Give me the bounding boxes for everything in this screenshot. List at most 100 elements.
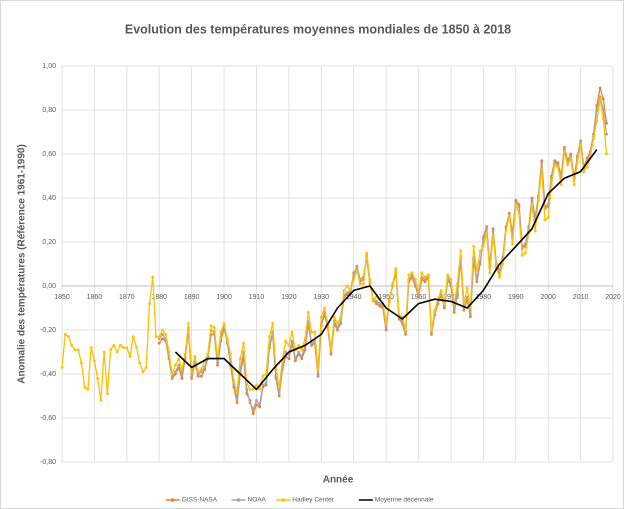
data-point xyxy=(216,363,219,367)
data-point xyxy=(196,370,200,374)
data-point xyxy=(595,119,599,123)
data-point xyxy=(569,157,573,160)
data-point xyxy=(258,405,262,409)
data-point xyxy=(232,379,236,382)
data-point xyxy=(193,355,197,358)
data-point xyxy=(345,291,349,294)
data-point xyxy=(154,335,158,338)
data-point xyxy=(478,249,482,253)
data-point xyxy=(605,132,608,136)
data-point xyxy=(258,388,262,391)
data-point xyxy=(443,304,446,308)
data-point xyxy=(579,141,582,145)
data-point xyxy=(452,308,456,312)
data-point xyxy=(488,271,492,275)
data-point xyxy=(384,328,388,332)
data-point xyxy=(485,231,488,235)
data-point xyxy=(498,275,501,279)
data-point xyxy=(167,350,171,354)
x-tick-label: 1860 xyxy=(87,294,103,301)
data-point xyxy=(533,229,537,233)
data-point xyxy=(468,306,472,310)
data-point xyxy=(251,407,255,411)
data-point xyxy=(540,168,544,171)
data-point xyxy=(485,227,488,231)
legend-label: GISS-NASA xyxy=(182,497,218,504)
data-point xyxy=(70,344,74,347)
data-point xyxy=(394,267,398,270)
data-point xyxy=(80,361,83,365)
data-point xyxy=(514,198,518,202)
data-point xyxy=(67,335,70,338)
data-point xyxy=(248,401,252,404)
data-point xyxy=(601,117,605,121)
data-point xyxy=(339,319,343,323)
data-point xyxy=(297,350,301,354)
data-point xyxy=(174,370,177,374)
data-point xyxy=(170,377,174,380)
data-point xyxy=(336,322,339,325)
data-point xyxy=(293,357,297,360)
data-point xyxy=(235,396,239,400)
data-point xyxy=(329,348,333,352)
x-tick-label: 1980 xyxy=(476,294,492,301)
data-point xyxy=(556,161,560,165)
y-tick-label: 0,80 xyxy=(42,107,56,114)
data-point xyxy=(562,150,566,154)
y-tick-label: -0,60 xyxy=(40,415,56,422)
data-point xyxy=(345,284,349,288)
data-point xyxy=(491,229,495,233)
data-point xyxy=(332,315,336,319)
data-point xyxy=(199,374,203,378)
data-point xyxy=(524,251,527,255)
data-point xyxy=(306,311,310,314)
data-point xyxy=(277,385,281,389)
data-point xyxy=(277,394,281,398)
data-point xyxy=(481,238,485,242)
data-point xyxy=(598,97,602,101)
data-point xyxy=(310,341,313,345)
data-point xyxy=(290,339,294,343)
data-point xyxy=(148,302,151,305)
data-point xyxy=(216,361,219,365)
data-point xyxy=(138,361,142,365)
data-point xyxy=(472,245,476,248)
data-point xyxy=(485,225,488,229)
data-point xyxy=(468,313,472,316)
data-point xyxy=(420,271,424,275)
data-point xyxy=(287,344,291,347)
data-point xyxy=(323,306,326,310)
data-point xyxy=(433,308,437,312)
data-point xyxy=(164,333,168,336)
data-point xyxy=(345,293,349,297)
data-point xyxy=(475,280,479,283)
data-point xyxy=(261,374,265,378)
data-point xyxy=(387,300,391,303)
data-point xyxy=(86,388,90,391)
legend-label: NOAA xyxy=(248,497,267,504)
data-point xyxy=(481,245,485,248)
data-point xyxy=(556,163,560,167)
data-point xyxy=(530,196,534,200)
data-point xyxy=(423,280,427,283)
x-tick-label: 1930 xyxy=(314,294,330,301)
x-tick-label: 1950 xyxy=(378,294,394,301)
data-point xyxy=(300,357,304,360)
data-point xyxy=(559,183,563,187)
data-point xyxy=(284,350,288,354)
legend-marker xyxy=(236,498,241,502)
data-point xyxy=(426,273,430,277)
legend-marker xyxy=(170,498,175,502)
data-point xyxy=(566,163,570,167)
data-point xyxy=(277,392,281,396)
data-point xyxy=(157,337,161,341)
data-point xyxy=(404,328,407,332)
data-point xyxy=(161,328,164,332)
data-point xyxy=(255,383,258,387)
data-point xyxy=(177,363,181,367)
data-point xyxy=(300,355,304,358)
data-point xyxy=(569,152,573,156)
data-point xyxy=(297,344,301,347)
data-point xyxy=(245,381,249,385)
